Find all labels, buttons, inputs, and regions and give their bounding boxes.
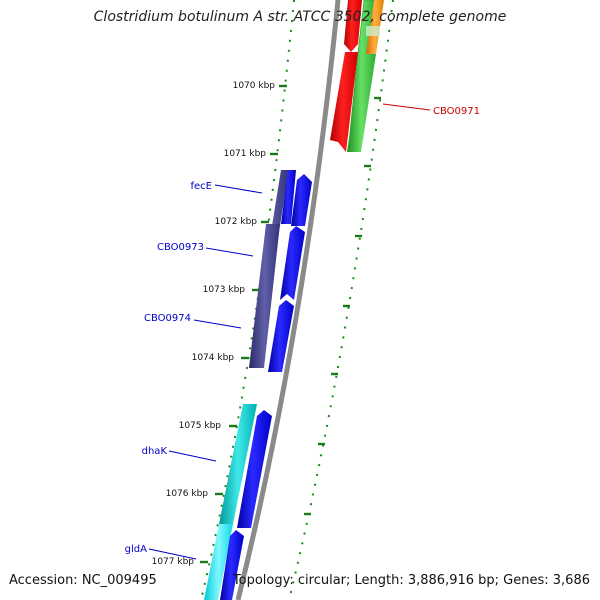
tick-label: 1074 kbp [192, 353, 235, 363]
leader-line-glda [148, 548, 197, 560]
gene-green-lower [347, 54, 376, 152]
tick-label: 1073 kbp [203, 285, 246, 295]
gene-blue-c [268, 300, 294, 372]
gene-cyan-gldA [204, 524, 233, 600]
outer-tick-marks [304, 96, 381, 516]
genome-backbone [235, 0, 341, 600]
tick-label: 1077 kbp [152, 557, 195, 567]
gene-label-dhak: dhaK [142, 446, 168, 457]
gene-blue-fece [281, 170, 296, 224]
tick-label: 1076 kbp [166, 489, 209, 499]
leader-line-cbo0974 [193, 319, 242, 329]
leader-line-cbo0971 [382, 103, 431, 111]
gene-navy-lower [249, 224, 280, 368]
leader-line-fece [214, 184, 263, 194]
gene-cyan [219, 404, 257, 524]
gene-label-glda: gldA [125, 544, 147, 555]
gene-label-cbo0974: CBO0974 [144, 313, 191, 324]
accession-text: Accession: NC_009495 [9, 573, 157, 588]
tick-marks [200, 84, 287, 564]
gene-label-cbo0973: CBO0973 [157, 242, 204, 253]
genome-summary-text: Topology: circular; Length: 3,886,916 bp… [232, 573, 590, 588]
gene-blue-a [291, 174, 312, 226]
gene-blue-b [280, 226, 305, 300]
tick-label: 1075 kbp [179, 421, 222, 431]
tick-label: 1070 kbp [233, 81, 276, 91]
gene-red-top [344, 0, 362, 52]
gene-pale-top [366, 26, 380, 36]
map-title: Clostridium botulinum A str. ATCC 3502, … [93, 9, 507, 25]
gene-blue-e [220, 530, 244, 600]
tick-labels: 1070 kbp 1071 kbp 1072 kbp 1073 kbp 1074… [152, 81, 276, 567]
gene-label-fece: fecE [191, 181, 213, 192]
leader-line-dhak [168, 450, 217, 462]
gene-blue-d [237, 410, 272, 528]
gene-red [330, 52, 358, 152]
gene-label-cbo0971: CBO0971 [433, 106, 480, 117]
leader-line-cbo0973 [205, 247, 254, 257]
tick-label: 1072 kbp [215, 217, 258, 227]
tick-label: 1071 kbp [224, 149, 267, 159]
